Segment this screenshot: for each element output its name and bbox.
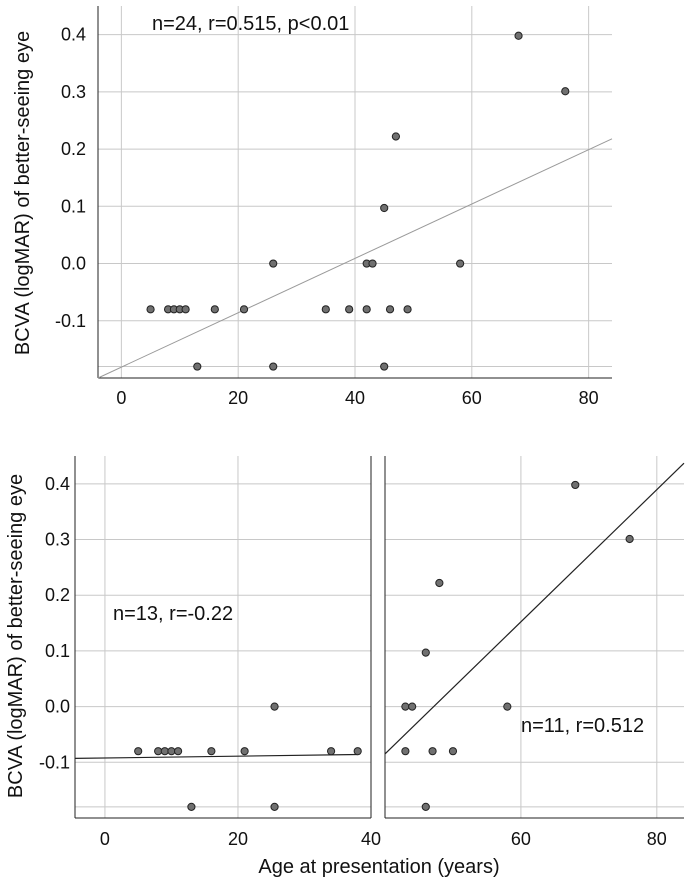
data-point [270,802,279,811]
data-point [207,747,216,756]
y-tick-label: 0.1 [61,196,86,216]
data-point [167,747,176,756]
stats-annotation: n=13, r=-0.22 [113,603,233,625]
regression-line [74,753,358,760]
data-point [408,702,417,711]
data-point [146,305,155,314]
panel-full: -0.1 0.0 0.1 0.2 0.3 0.4 0 20 40 60 80 n=24, r=0.51… [55,6,613,408]
regression-line [97,138,613,379]
y-tick-label: -0.1 [55,311,86,331]
data-point [403,305,412,314]
x-tick-label: 60 [511,829,531,849]
regression-line [384,462,685,755]
panel-over-40: 60 80 n=11, r=0.512 [384,456,685,849]
x-tick-label: 0 [100,829,110,849]
data-point [421,802,430,811]
y-tick-label: 0.0 [61,254,86,274]
data-point [353,747,362,756]
data-point [174,747,183,756]
data-point [160,747,169,756]
y-tick-label: 0.2 [45,585,70,605]
y-axis-label-top: BCVA (logMAR) of better-seeing eye [12,31,34,355]
data-point [269,259,278,268]
x-tick-label: 40 [361,829,381,849]
y-tick-label: -0.1 [39,752,70,772]
x-tick-label: 80 [579,388,599,408]
data-point [435,578,444,588]
data-point [380,362,389,371]
x-tick-label: 20 [228,829,248,849]
x-tick-label: 40 [345,388,365,408]
data-point [362,305,371,314]
panel-under-40: -0.1 0.0 0.1 0.2 0.3 0.4 0 20 40 n=13, r=-0.22 [39,456,381,849]
y-tick-label: 0.4 [45,474,70,494]
data-point [380,203,389,213]
data-point [326,747,336,756]
x-axis-label: Age at presentation (years) [258,856,499,878]
data-point [401,702,410,711]
data-point [503,702,512,711]
data-point [561,87,570,96]
data-point [187,802,196,811]
data-point [345,305,354,314]
data-point [181,305,190,314]
data-point [448,747,458,756]
data-point [421,648,430,657]
data-point [239,305,249,314]
y-axis-label-bottom: BCVA (logMAR) of better-seeing eye [5,474,27,798]
data-point [456,259,465,268]
x-tick-label: 60 [462,388,482,408]
x-tick-label: 20 [228,388,248,408]
y-tick-label: 0.3 [45,530,70,550]
x-tick-label: 0 [116,388,126,408]
data-point [154,747,163,756]
data-point [270,702,279,711]
data-point [391,132,400,141]
y-tick-label: 0.1 [45,641,70,661]
data-point [210,305,219,314]
data-point [514,31,523,40]
data-point [385,305,395,314]
y-tick-label: 0.4 [61,25,86,45]
x-tick-label: 80 [647,829,667,849]
data-point [625,534,634,544]
y-tick-label: 0.3 [61,82,86,102]
y-tick-label: 0.0 [45,697,70,717]
data-point [428,747,437,756]
data-point [571,480,580,490]
data-point [240,747,249,756]
stats-annotation: n=11, r=0.512 [521,715,644,737]
data-point [368,259,377,268]
data-point [321,305,330,314]
y-tick-label: 0.2 [61,139,86,159]
data-point [401,747,410,756]
stats-annotation: n=24, r=0.515, p<0.01 [152,13,349,35]
data-point [193,362,202,371]
data-point [269,362,278,371]
data-point [134,747,143,756]
